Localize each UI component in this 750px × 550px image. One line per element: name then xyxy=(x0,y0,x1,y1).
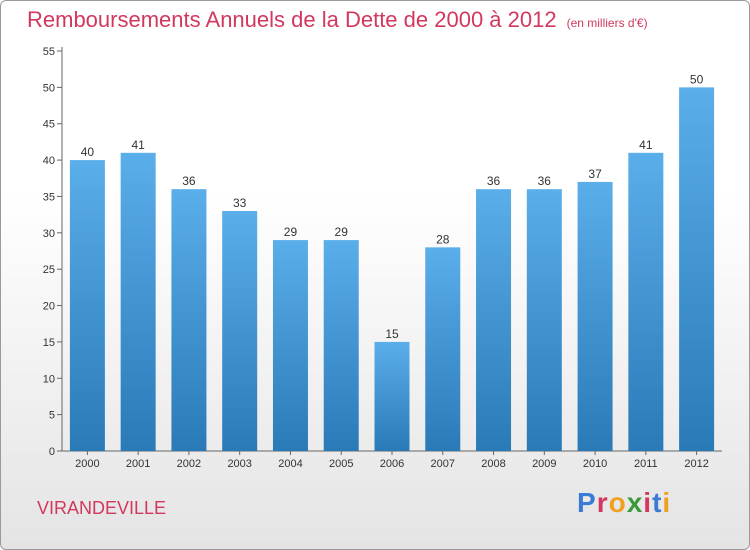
data-label-2000: 40 xyxy=(81,145,95,159)
logo-letter: r xyxy=(596,487,609,518)
x-tick-label-2004: 2004 xyxy=(278,458,302,470)
logo-letter: i xyxy=(662,487,672,518)
bar-2008 xyxy=(476,189,512,451)
bar-2004 xyxy=(272,240,308,451)
x-tick-label-2012: 2012 xyxy=(684,458,708,470)
x-tick-label-2007: 2007 xyxy=(431,458,455,470)
logo-letter: o xyxy=(608,487,627,518)
bar-2012 xyxy=(679,87,715,451)
bar-2001 xyxy=(120,152,156,451)
bar-2005 xyxy=(323,240,359,451)
data-label-2005: 29 xyxy=(335,225,349,239)
bar-2010 xyxy=(577,181,613,451)
data-label-2008: 36 xyxy=(487,174,501,188)
bar-2006 xyxy=(374,341,410,451)
x-tick-label-2002: 2002 xyxy=(177,458,201,470)
y-tick-label: 0 xyxy=(49,446,55,458)
y-tick-label: 10 xyxy=(43,373,55,385)
bar-2002 xyxy=(171,189,207,451)
logo-letter: x xyxy=(626,487,644,518)
chart-title-text: Remboursements Annuels de la Dette de 20… xyxy=(27,7,557,32)
y-tick-label: 25 xyxy=(43,264,55,276)
y-tick-label: 40 xyxy=(43,155,55,167)
x-tick-label-2011: 2011 xyxy=(634,458,658,470)
logo-letter: i xyxy=(643,487,653,518)
data-label-2011: 41 xyxy=(639,138,653,152)
proxiti-logo[interactable]: Proxiti xyxy=(577,487,671,519)
bar-2007 xyxy=(425,247,461,451)
bar-2003 xyxy=(222,211,258,451)
data-label-2002: 36 xyxy=(182,174,196,188)
bar-2009 xyxy=(526,189,562,451)
y-tick-label: 50 xyxy=(43,82,55,94)
x-tick-label-2008: 2008 xyxy=(481,458,505,470)
data-label-2012: 50 xyxy=(690,72,704,86)
x-tick-label-2009: 2009 xyxy=(532,458,556,470)
bars xyxy=(69,87,715,451)
bar-2000 xyxy=(69,160,105,451)
y-tick-label: 45 xyxy=(43,119,55,131)
logo-letter: t xyxy=(652,487,663,518)
bar-2011 xyxy=(628,152,664,451)
data-label-2004: 29 xyxy=(284,225,298,239)
data-label-2006: 15 xyxy=(385,327,399,341)
logo-letter: P xyxy=(577,487,597,518)
y-tick-label: 35 xyxy=(43,191,55,203)
x-tick-label-2001: 2001 xyxy=(126,458,150,470)
commune-name: VIRANDEVILLE xyxy=(37,498,167,518)
data-label-2003: 33 xyxy=(233,196,247,210)
x-tick-label-2003: 2003 xyxy=(227,458,251,470)
x-tick-label-2000: 2000 xyxy=(75,458,99,470)
data-label-2009: 36 xyxy=(538,174,552,188)
y-tick-label: 30 xyxy=(43,228,55,240)
y-tick-label: 5 xyxy=(49,410,55,422)
y-tick-label: 55 xyxy=(43,46,55,58)
y-tick-label: 20 xyxy=(43,301,55,313)
x-tick-label-2006: 2006 xyxy=(380,458,404,470)
data-label-2010: 37 xyxy=(588,167,602,181)
x-tick-label-2005: 2005 xyxy=(329,458,353,470)
x-tick-label-2010: 2010 xyxy=(583,458,607,470)
data-label-2001: 41 xyxy=(131,138,145,152)
chart-title: Remboursements Annuels de la Dette de 20… xyxy=(27,7,648,33)
chart-unit: (en milliers d'€) xyxy=(566,16,648,30)
data-label-2007: 28 xyxy=(436,232,450,246)
labels: 2000 40 2001 41 2002 36 2003 33 2004 29 2005 29 2006… xyxy=(75,72,709,470)
y-tick-label: 15 xyxy=(43,337,55,349)
